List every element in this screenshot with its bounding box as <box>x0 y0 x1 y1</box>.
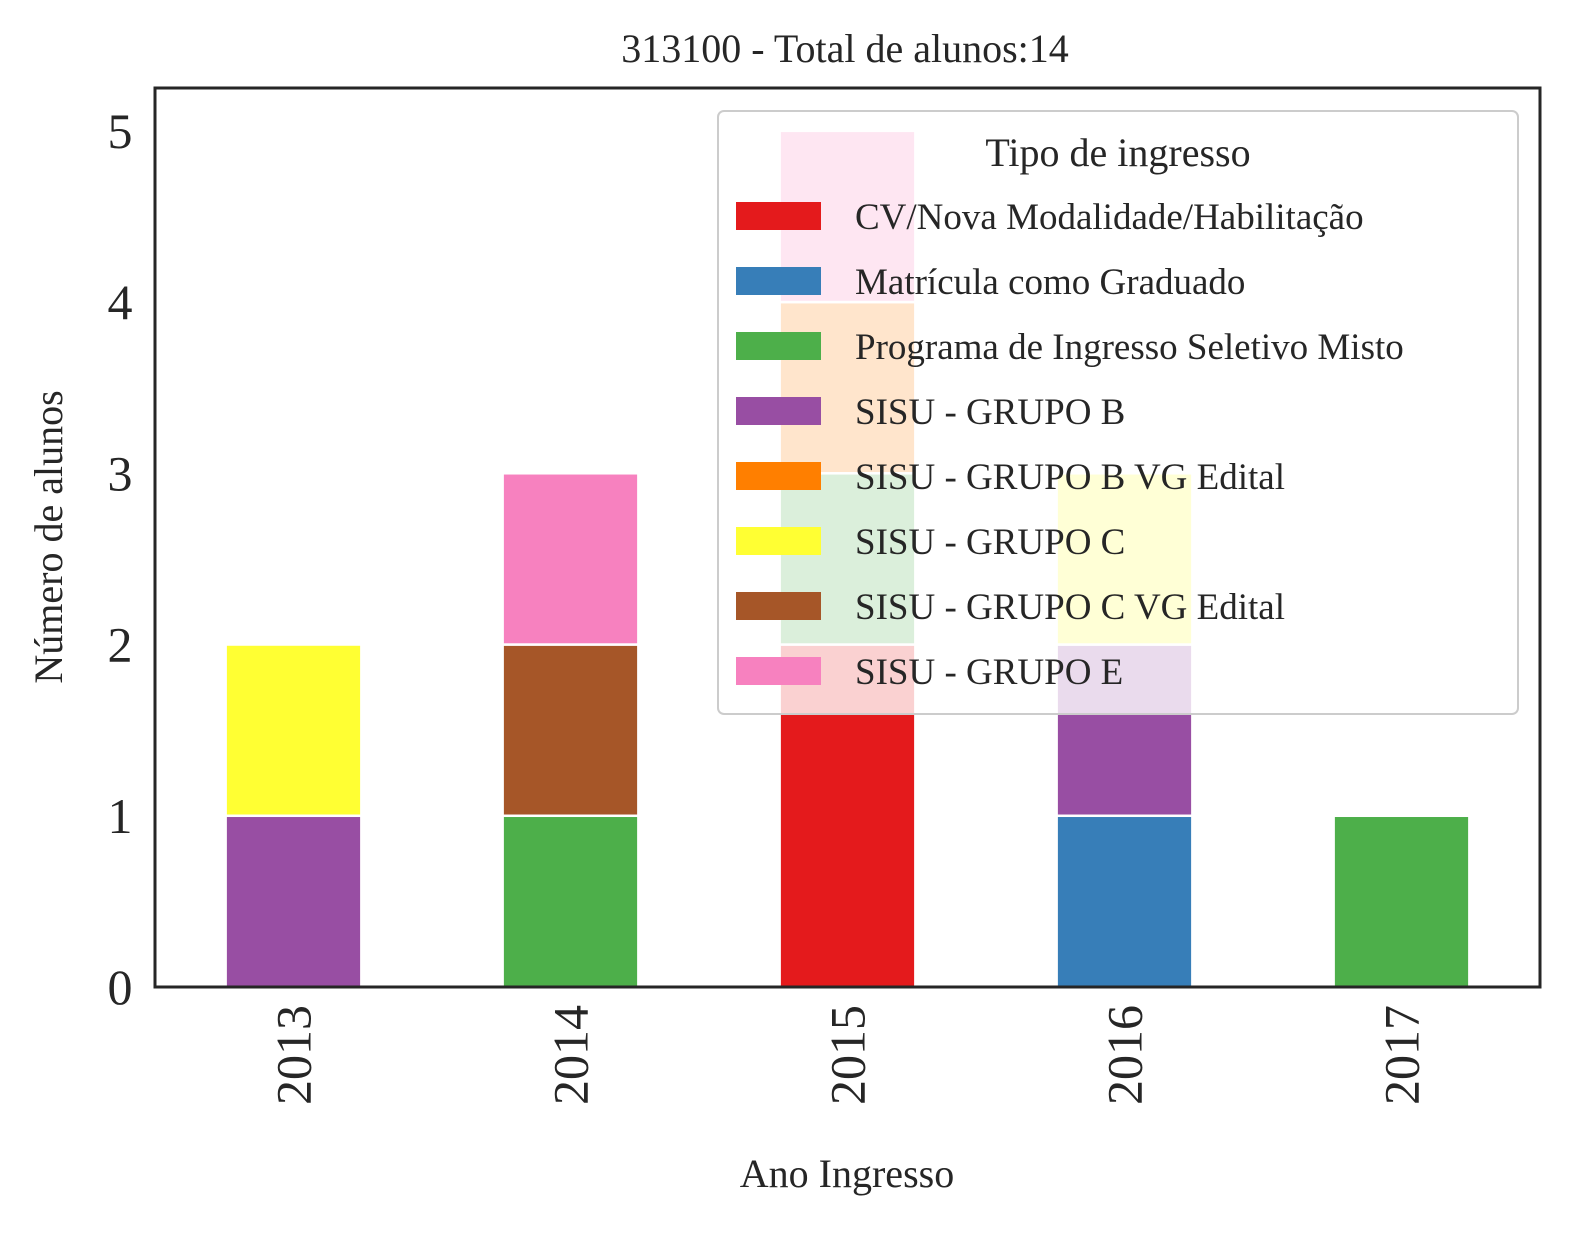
legend-swatch <box>736 592 821 620</box>
x-tick-label: 2014 <box>543 1005 599 1105</box>
legend-label: SISU - GRUPO B <box>855 392 1125 433</box>
legend-title: Tipo de ingresso <box>985 130 1250 175</box>
bar-segment-2017-series-2 <box>1332 814 1471 989</box>
y-tick-label: 0 <box>108 959 133 1015</box>
legend-label: SISU - GRUPO C <box>855 522 1125 563</box>
legend-label: SISU - GRUPO E <box>855 652 1123 693</box>
y-axis-label: Número de alunos <box>26 390 71 683</box>
legend-label: Programa de Ingresso Seletivo Misto <box>855 327 1404 368</box>
x-tick-label: 2017 <box>1374 1005 1430 1105</box>
bar-segment-2014-series-6 <box>501 643 640 818</box>
bar-segment-2014-series-2 <box>501 814 640 989</box>
bar-segment-2013-series-5 <box>224 643 363 818</box>
legend-swatch <box>736 202 821 230</box>
chart-title: 313100 - Total de alunos:14 <box>621 26 1069 71</box>
legend-label: SISU - GRUPO C VG Edital <box>855 587 1285 628</box>
y-ticks-group: 0 1 2 3 4 5 <box>108 103 133 1015</box>
bar-segment-2016-series-1 <box>1055 814 1194 989</box>
legend-swatch <box>736 657 821 685</box>
x-tick-label: 2016 <box>1097 1005 1153 1105</box>
legend-swatch <box>736 397 821 425</box>
y-tick-label: 1 <box>108 788 133 844</box>
y-tick-label: 3 <box>108 445 133 501</box>
plot-frame <box>153 86 1542 989</box>
legend-items: CV/Nova Modalidade/Habilitação Matrícula … <box>736 197 1404 693</box>
x-tick-label: 2015 <box>820 1005 876 1105</box>
bar-segment-2014-series-7 <box>501 472 640 646</box>
y-tick-label: 2 <box>108 617 133 673</box>
legend-label: CV/Nova Modalidade/Habilitação <box>855 197 1364 238</box>
x-ticks-group: 2013 2014 2015 2016 2017 <box>266 1005 1430 1105</box>
x-tick-label: 2013 <box>266 1005 322 1105</box>
legend: Tipo de ingresso CV/Nova Modalidade/Habi… <box>717 110 1519 715</box>
x-axis-label: Ano Ingresso <box>740 1151 954 1196</box>
legend-swatch <box>736 332 821 360</box>
y-tick-label: 4 <box>108 274 133 330</box>
legend-box <box>717 110 1519 715</box>
legend-label: Matrícula como Graduado <box>855 262 1245 303</box>
legend-swatch <box>736 462 821 490</box>
legend-swatch <box>736 527 821 555</box>
y-tick-label: 5 <box>108 103 133 159</box>
legend-label: SISU - GRUPO B VG Edital <box>855 457 1285 498</box>
legend-swatch <box>736 267 821 295</box>
bar-segment-2013-series-3 <box>224 814 363 989</box>
